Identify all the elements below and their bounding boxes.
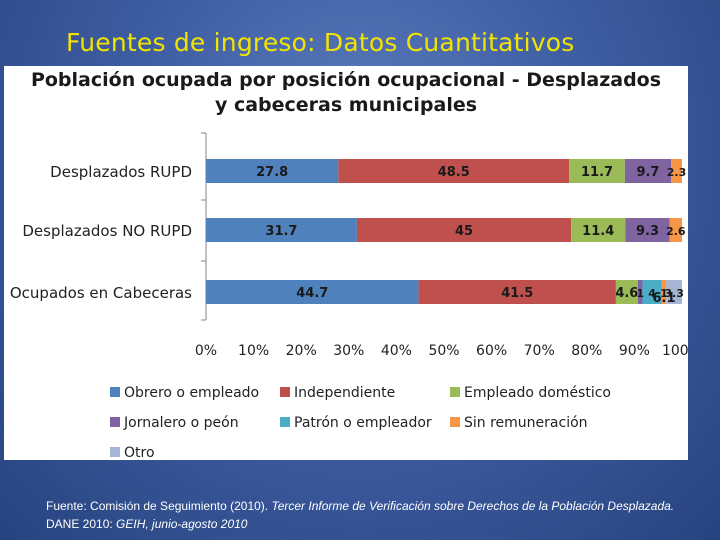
legend-label-sin-remuneracion: Sin remuneración — [464, 415, 588, 431]
legend-swatch-otro — [110, 447, 120, 457]
x-tick-label: 0% — [195, 343, 217, 359]
bar-ocupados-en-cabeceras-otro — [666, 280, 682, 304]
category-label-ocupados-en-cabeceras: Ocupados en Cabeceras — [10, 284, 192, 302]
category-label-desplazados-rupd: Desplazados RUPD — [50, 163, 192, 181]
legend-swatch-patron-o-empleador — [280, 417, 290, 427]
legend-swatch-independiente — [280, 387, 290, 397]
data-label-desplazados-no-rupd-empleado-domestico: 11.4 — [582, 224, 614, 239]
bar-desplazados-no-rupd-obrero-o-empleado — [206, 218, 357, 242]
data-label-ocupados-en-cabeceras-independiente: 41.5 — [501, 286, 533, 301]
legend-swatch-sin-remuneracion — [450, 417, 460, 427]
data-label-desplazados-no-rupd-obrero-o-empleado: 31.7 — [265, 224, 297, 239]
x-tick-label: 30% — [333, 343, 364, 359]
x-tick-label: 60% — [476, 343, 507, 359]
bar-ocupados-en-cabeceras-independiente — [418, 280, 616, 304]
x-tick-label: 50% — [428, 343, 459, 359]
legend-label-otro: Otro — [124, 445, 155, 460]
footer-lead: Fuente: Comisión de Seguimiento (2010). — [46, 499, 272, 513]
bar-desplazados-no-rupd-jornalero-o-peon — [625, 218, 670, 242]
bar-ocupados-en-cabeceras-empleado-domestico — [615, 280, 638, 304]
category-label-desplazados-no-rupd: Desplazados NO RUPD — [22, 222, 192, 240]
data-label-desplazados-rupd-jornalero-o-peon: 9.7 — [636, 165, 659, 180]
data-label-desplazados-rupd-obrero-o-empleado: 27.8 — [256, 165, 288, 180]
source-footer: Fuente: Comisión de Seguimiento (2010). … — [46, 497, 686, 533]
data-label-extra: 6.1 — [652, 291, 675, 306]
legend-label-jornalero-o-peon: Jornalero o peón — [123, 415, 239, 431]
chart-title-line-2: y cabeceras municipales — [214, 94, 478, 116]
footer-report-title: Tercer Informe de Verificación sobre Der… — [271, 499, 675, 513]
x-tick-label: 20% — [286, 343, 317, 359]
data-label-ocupados-en-cabeceras-otro: 3.3 — [664, 287, 684, 300]
legend-swatch-empleado-domestico — [450, 387, 460, 397]
footer-survey: GEIH, junio-agosto 2010 — [116, 517, 248, 531]
data-label-desplazados-no-rupd-independiente: 45 — [455, 224, 473, 239]
data-label-desplazados-rupd-empleado-domestico: 11.7 — [581, 165, 613, 180]
chart-title: Población ocupada por posición ocupacion… — [4, 68, 688, 118]
x-tick-label: 70% — [524, 343, 555, 359]
x-tick-label: 40% — [381, 343, 412, 359]
x-tick-label: 80% — [571, 343, 602, 359]
data-label-ocupados-en-cabeceras-sin-remuneracion: 1 — [660, 287, 668, 300]
data-label-desplazados-no-rupd-sin-remuneracion: 2.6 — [666, 225, 686, 238]
data-label-desplazados-no-rupd-jornalero-o-peon: 9.3 — [636, 224, 659, 239]
legend-swatch-obrero-o-empleado — [110, 387, 120, 397]
data-label-ocupados-en-cabeceras-obrero-o-empleado: 44.7 — [296, 286, 328, 301]
legend-label-empleado-domestico: Empleado doméstico — [464, 385, 611, 401]
x-tick-label: 100% — [662, 343, 688, 359]
bar-ocupados-en-cabeceras-sin-remuneracion — [661, 280, 667, 304]
bar-desplazados-no-rupd-independiente — [356, 218, 572, 242]
data-label-ocupados-en-cabeceras-jornalero-o-peon: 1 — [636, 287, 644, 300]
legend-label-independiente: Independiente — [294, 385, 395, 401]
legend-label-patron-o-empleador: Patrón o empleador — [294, 415, 432, 431]
bar-ocupados-en-cabeceras-patron-o-empleador — [642, 280, 662, 304]
bar-desplazados-no-rupd-sin-remuneracion — [669, 218, 682, 242]
bar-desplazados-rupd-sin-remuneracion — [671, 159, 682, 183]
legend-swatch-jornalero-o-peon — [110, 417, 120, 427]
bar-desplazados-no-rupd-empleado-domestico — [571, 218, 626, 242]
x-tick-label: 10% — [238, 343, 269, 359]
bar-desplazados-rupd-independiente — [338, 159, 570, 183]
bar-ocupados-en-cabeceras-jornalero-o-peon — [637, 280, 643, 304]
stacked-bar-chart: Desplazados RUPD Desplazados NO RUPD Ocupa… — [10, 132, 688, 460]
x-tick-label: 90% — [619, 343, 650, 359]
data-label-ocupados-en-cabeceras-empleado-domestico: 4.6 — [615, 286, 638, 301]
bar-desplazados-rupd-jornalero-o-peon — [624, 159, 672, 183]
bar-desplazados-rupd-obrero-o-empleado — [206, 159, 339, 183]
data-label-desplazados-rupd-sin-remuneracion: 2.3 — [667, 166, 687, 179]
legend-label-obrero-o-empleado: Obrero o empleado — [124, 385, 259, 401]
chart-title-line-1: Población ocupada por posición ocupacion… — [30, 69, 662, 91]
data-label-ocupados-en-cabeceras-patron-o-empleador: 4 — [648, 287, 656, 300]
bar-ocupados-en-cabeceras-obrero-o-empleado — [206, 280, 419, 304]
data-label-desplazados-rupd-independiente: 48.5 — [438, 165, 470, 180]
slide-title: Fuentes de ingreso: Datos Cuantitativos — [66, 28, 575, 57]
bar-desplazados-rupd-empleado-domestico — [569, 159, 625, 183]
footer-rest: DANE 2010: — [46, 517, 117, 531]
chart-panel: Población ocupada por posición ocupacion… — [4, 66, 688, 460]
